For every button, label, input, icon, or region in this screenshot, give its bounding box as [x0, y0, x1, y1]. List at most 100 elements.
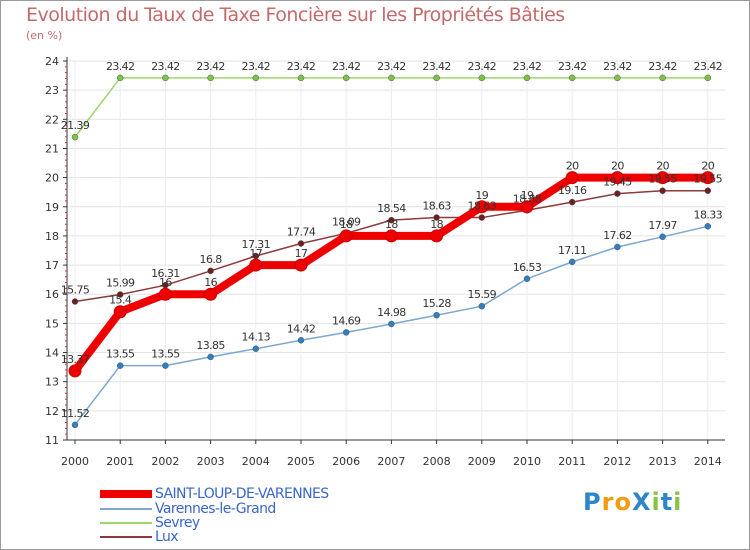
x-tick-label: 2014 — [694, 455, 722, 468]
data-label: 15.75 — [61, 284, 90, 297]
data-point — [252, 345, 260, 352]
data-point — [478, 214, 486, 221]
x-tick-label: 2007 — [377, 455, 405, 468]
logo-letter: t — [660, 488, 674, 516]
x-tick-label: 2003 — [197, 455, 225, 468]
legend-label: Sevrey — [155, 514, 200, 531]
data-label: 14.69 — [332, 314, 361, 327]
data-label: 13.55 — [106, 348, 135, 361]
data-point — [342, 329, 350, 336]
data-label: 14.42 — [287, 322, 316, 335]
data-label: 19 — [521, 189, 534, 202]
legend-item-saint-loup: SAINT-LOUP-DE-VARENNES — [100, 486, 329, 502]
data-label: 18 — [385, 218, 398, 231]
y-tick-label: 17 — [45, 259, 59, 272]
x-tick-label: 2004 — [242, 455, 270, 468]
data-point — [388, 216, 395, 224]
data-point — [475, 200, 489, 214]
data-label: 13.55 — [151, 348, 180, 361]
data-label: 17.31 — [242, 238, 271, 251]
data-point — [297, 337, 305, 344]
legend-swatch — [100, 535, 152, 538]
y-tick-label: 14 — [45, 347, 59, 360]
y-tick-label: 15 — [45, 317, 59, 330]
proxiti-logo: ProXiti — [583, 488, 682, 516]
data-label: 15.28 — [422, 297, 451, 310]
data-point — [116, 74, 124, 82]
data-point — [113, 305, 127, 319]
data-point — [433, 74, 440, 82]
x-tick-label: 2012 — [603, 455, 631, 468]
data-label: 14.98 — [377, 306, 406, 319]
data-point — [71, 421, 79, 429]
data-point — [297, 240, 305, 247]
data-point — [204, 287, 218, 301]
data-point — [430, 229, 444, 243]
data-point — [116, 291, 124, 298]
data-point — [568, 74, 576, 82]
data-point — [659, 233, 666, 241]
data-label: 16 — [204, 276, 217, 289]
logo-letter: X — [631, 488, 652, 516]
data-label: 23.42 — [332, 60, 361, 73]
data-point — [297, 74, 305, 82]
data-label: 23.42 — [151, 60, 180, 73]
data-point — [520, 200, 534, 214]
data-label: 19.55 — [648, 173, 677, 186]
data-point — [207, 267, 214, 275]
data-label: 18.54 — [377, 202, 406, 215]
data-point — [614, 74, 621, 82]
data-label: 17.74 — [287, 226, 316, 239]
legend-label: Lux — [155, 528, 179, 545]
legend-swatch — [100, 507, 152, 510]
data-point — [433, 214, 440, 221]
data-label: 18.33 — [694, 208, 723, 221]
data-label: 18.88 — [513, 192, 542, 205]
data-point — [478, 302, 486, 310]
data-label: 23.42 — [558, 60, 587, 73]
data-label: 18.63 — [468, 200, 497, 213]
logo-letter: i — [651, 488, 661, 516]
data-point — [568, 198, 576, 206]
logo-letter: i — [673, 488, 683, 516]
data-point — [116, 362, 124, 369]
data-label: 11.52 — [61, 407, 90, 420]
data-point — [207, 74, 214, 82]
data-point — [568, 258, 576, 266]
data-point — [659, 187, 666, 194]
data-label: 23.42 — [422, 60, 451, 73]
legend-item-sevrey: Sevrey — [100, 514, 200, 531]
legend-item-varennes: Varennes-le-Grand — [100, 501, 276, 517]
x-tick-label: 2010 — [513, 455, 541, 468]
data-label: 20 — [656, 160, 669, 173]
data-label: 17 — [249, 247, 262, 260]
y-tick-label: 23 — [45, 84, 59, 97]
data-point — [610, 171, 624, 185]
data-point — [249, 258, 263, 272]
data-label: 19 — [475, 189, 488, 202]
data-label: 19.45 — [603, 176, 632, 189]
data-label: 13.37 — [61, 353, 90, 366]
data-point — [294, 258, 308, 272]
chart-title: Evolution du Taux de Taxe Foncière sur l… — [26, 4, 565, 26]
x-tick-label: 2009 — [468, 455, 496, 468]
data-label: 23.42 — [242, 60, 271, 73]
x-tick-label: 2001 — [106, 455, 134, 468]
data-point — [207, 353, 214, 361]
data-point — [433, 311, 440, 319]
data-label: 20 — [701, 160, 714, 173]
legend-swatch — [100, 521, 152, 524]
data-label: 16.53 — [513, 261, 542, 274]
y-tick-label: 11 — [45, 434, 59, 447]
x-tick-label: 2013 — [649, 455, 677, 468]
data-label: 19.16 — [558, 184, 587, 197]
data-label: 19.55 — [694, 173, 723, 186]
data-label: 18 — [430, 218, 443, 231]
data-point — [158, 287, 172, 301]
x-tick-label: 2005 — [287, 455, 315, 468]
y-tick-label: 18 — [45, 230, 59, 243]
y-tick-label: 24 — [45, 55, 59, 68]
data-label: 23.42 — [513, 60, 542, 73]
